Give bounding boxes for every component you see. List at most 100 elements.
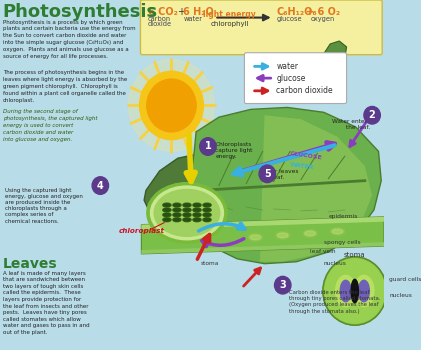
Circle shape	[325, 259, 385, 323]
Ellipse shape	[277, 233, 288, 238]
FancyBboxPatch shape	[141, 0, 382, 55]
Text: Using the captured light
energy, glucose and oxygen
are produced inside the
chlo: Using the captured light energy, glucose…	[5, 188, 83, 224]
Text: spongy cells: spongy cells	[324, 240, 360, 245]
Ellipse shape	[183, 208, 191, 212]
Text: Chloroplasts
capture light
energy.: Chloroplasts capture light energy.	[215, 142, 253, 159]
Ellipse shape	[164, 204, 170, 206]
Ellipse shape	[204, 209, 210, 211]
Ellipse shape	[184, 204, 190, 206]
Ellipse shape	[183, 203, 191, 207]
Text: water: water	[183, 16, 203, 22]
Ellipse shape	[351, 279, 358, 303]
Ellipse shape	[250, 235, 261, 240]
Polygon shape	[141, 242, 384, 254]
Text: 6 CO₂: 6 CO₂	[148, 7, 178, 17]
Text: glucose: glucose	[276, 16, 302, 22]
Circle shape	[323, 257, 387, 325]
FancyBboxPatch shape	[245, 53, 346, 104]
Ellipse shape	[193, 218, 201, 222]
Ellipse shape	[163, 218, 171, 222]
Ellipse shape	[174, 209, 180, 211]
Ellipse shape	[332, 229, 343, 234]
Text: +: +	[177, 7, 185, 17]
Ellipse shape	[183, 218, 191, 222]
Circle shape	[128, 60, 214, 151]
Ellipse shape	[194, 214, 200, 216]
Text: 4: 4	[97, 181, 104, 190]
Text: epidermis: epidermis	[328, 214, 358, 219]
Circle shape	[200, 138, 216, 155]
Ellipse shape	[174, 204, 180, 206]
Text: Carbon dioxide enters the leaf
through tiny pores called stomata.
(Oxygen produc: Carbon dioxide enters the leaf through t…	[289, 290, 381, 314]
Circle shape	[364, 106, 380, 124]
Text: water: water	[276, 62, 298, 71]
Ellipse shape	[203, 213, 211, 217]
Ellipse shape	[303, 230, 317, 237]
Ellipse shape	[336, 275, 356, 307]
Ellipse shape	[354, 275, 374, 307]
Ellipse shape	[340, 280, 351, 302]
Ellipse shape	[184, 214, 190, 216]
Text: oxygen: oxygen	[311, 16, 335, 22]
Polygon shape	[141, 217, 384, 254]
Ellipse shape	[174, 214, 180, 216]
Ellipse shape	[150, 186, 224, 240]
Text: 5: 5	[264, 169, 271, 179]
Text: Photosynthesis: Photosynthesis	[3, 3, 158, 21]
Ellipse shape	[204, 204, 210, 206]
Ellipse shape	[164, 209, 170, 211]
Ellipse shape	[204, 214, 210, 216]
Polygon shape	[260, 115, 372, 262]
Ellipse shape	[305, 231, 316, 236]
Text: Water enters
the leaf.: Water enters the leaf.	[332, 119, 370, 130]
Ellipse shape	[248, 233, 263, 241]
Ellipse shape	[203, 218, 211, 222]
Ellipse shape	[203, 208, 211, 212]
Ellipse shape	[163, 208, 171, 212]
Circle shape	[274, 276, 291, 294]
Ellipse shape	[173, 203, 181, 207]
Circle shape	[139, 71, 203, 140]
Text: C₆H₁₂O₆: C₆H₁₂O₆	[276, 7, 317, 17]
Ellipse shape	[164, 214, 170, 216]
Polygon shape	[190, 107, 381, 264]
Ellipse shape	[184, 209, 190, 211]
Text: 2: 2	[369, 110, 376, 120]
Text: leaf vein: leaf vein	[310, 250, 336, 254]
Ellipse shape	[275, 231, 290, 239]
Text: stoma: stoma	[201, 261, 219, 266]
Text: Photosynthesis is a process by which green
plants and certain bacteria use the e: Photosynthesis is a process by which gre…	[3, 20, 136, 58]
Ellipse shape	[330, 228, 345, 235]
Ellipse shape	[183, 213, 191, 217]
Text: glucose: glucose	[276, 74, 306, 83]
Ellipse shape	[174, 218, 180, 221]
Ellipse shape	[193, 213, 201, 217]
Ellipse shape	[173, 218, 181, 222]
Ellipse shape	[193, 208, 201, 212]
Ellipse shape	[164, 218, 170, 221]
Text: Sugar leaves
the leaf.: Sugar leaves the leaf.	[260, 169, 298, 180]
Text: light energy: light energy	[203, 10, 256, 19]
Ellipse shape	[163, 213, 171, 217]
Text: carbon: carbon	[148, 16, 171, 22]
Ellipse shape	[163, 203, 171, 207]
Ellipse shape	[194, 204, 200, 206]
Ellipse shape	[193, 203, 201, 207]
Text: GLUCOSE: GLUCOSE	[290, 152, 323, 161]
Text: A leaf is made of many layers
that are sandwiched between
two layers of tough sk: A leaf is made of many layers that are s…	[3, 271, 89, 335]
Text: Leaves: Leaves	[3, 257, 57, 271]
Polygon shape	[324, 41, 346, 68]
Text: The process of photosynthesis begins in the
leaves where light energy is absorbe: The process of photosynthesis begins in …	[3, 70, 127, 103]
Ellipse shape	[147, 183, 227, 243]
Ellipse shape	[184, 218, 190, 221]
Polygon shape	[144, 154, 205, 217]
Text: 1: 1	[205, 141, 211, 152]
Text: guard cells: guard cells	[389, 277, 421, 282]
Text: dioxide: dioxide	[148, 21, 172, 27]
Text: chloroplast: chloroplast	[119, 228, 165, 233]
Circle shape	[147, 79, 196, 132]
Text: carbon dioxide: carbon dioxide	[276, 86, 333, 95]
Ellipse shape	[173, 208, 181, 212]
Circle shape	[92, 177, 109, 194]
Ellipse shape	[358, 280, 369, 302]
